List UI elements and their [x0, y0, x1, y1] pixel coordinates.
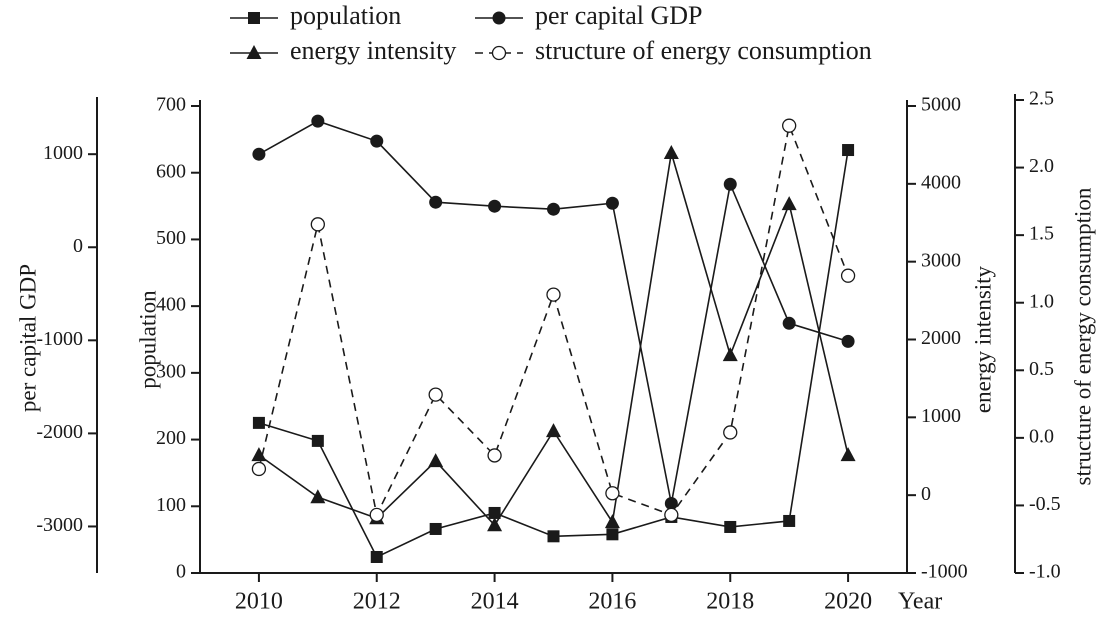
- y-tick-label: 300: [156, 360, 186, 382]
- marker: [605, 196, 619, 210]
- marker: [370, 550, 383, 563]
- marker: [487, 448, 502, 463]
- marker: [310, 217, 325, 232]
- y-tick-label: 0: [176, 561, 186, 583]
- marker: [429, 522, 442, 535]
- y-tick-label: 0: [73, 235, 83, 257]
- marker: [251, 461, 267, 477]
- marker: [491, 45, 507, 61]
- y-tick-label: 1000: [921, 405, 961, 427]
- y-tick-label: -1.0: [1029, 561, 1061, 583]
- marker: [311, 434, 324, 447]
- marker: [547, 202, 560, 216]
- marker: [605, 486, 620, 501]
- y-tick-label: 1000: [43, 142, 83, 164]
- y-tick-label: 500: [156, 227, 186, 249]
- marker: [251, 447, 267, 462]
- y-tick-label: -0.5: [1029, 493, 1061, 515]
- marker: [840, 268, 856, 283]
- marker: [310, 489, 326, 504]
- legend: population per capital GDP energy intensit…: [230, 1, 872, 65]
- x-tick-label: 2012: [353, 589, 401, 615]
- marker: [606, 528, 619, 541]
- marker: [487, 517, 503, 532]
- marker: [488, 199, 502, 213]
- marker: [492, 11, 506, 25]
- marker: [841, 334, 855, 348]
- x-tick-label: 2016: [588, 589, 636, 615]
- y-tick-label: -1000: [921, 561, 968, 583]
- marker: [664, 507, 679, 523]
- marker: [722, 347, 738, 362]
- marker: [842, 144, 855, 157]
- y-tick-label: 4000: [921, 171, 961, 193]
- y-tick-label: 2000: [921, 327, 961, 349]
- marker: [369, 507, 384, 523]
- y-tick-label: 100: [156, 494, 186, 516]
- y-axis-label: energy intensity: [970, 265, 995, 413]
- y-tick-label: 0.0: [1029, 425, 1054, 447]
- marker: [252, 416, 265, 429]
- y-tick-label: 2.0: [1029, 155, 1054, 177]
- series-line: [258, 122, 849, 518]
- marker: [840, 447, 856, 462]
- y-tick-label: 5000: [921, 94, 961, 116]
- y-tick-label: 0: [921, 483, 931, 505]
- marker: [429, 195, 443, 209]
- y-axis-label: population: [135, 290, 160, 389]
- y-axis-label: per capital GDP: [15, 264, 40, 412]
- y-tick-label: -3000: [36, 514, 83, 536]
- y-tick-label: 200: [156, 427, 186, 449]
- marker: [546, 423, 561, 438]
- marker: [488, 506, 501, 519]
- marker: [783, 514, 796, 527]
- legend-label: per capital GDP: [535, 1, 703, 30]
- marker: [246, 45, 262, 59]
- y-tick-label: 400: [156, 294, 186, 316]
- y-tick-label: -1000: [36, 328, 83, 350]
- x-tick-label: 2010: [235, 589, 283, 615]
- x-axis-label: Year: [898, 589, 942, 615]
- marker: [723, 177, 737, 191]
- x-tick-label: 2018: [706, 589, 754, 615]
- y-axis-label: structure of energy consumption: [1070, 187, 1095, 485]
- marker: [782, 316, 796, 330]
- marker: [252, 147, 266, 161]
- y-tick-label: 600: [156, 160, 186, 182]
- legend-label: population: [290, 1, 401, 30]
- marker: [663, 145, 679, 160]
- y-tick-label: 0.5: [1029, 358, 1054, 380]
- y-tick-label: 1.0: [1029, 290, 1054, 312]
- marker: [370, 134, 384, 148]
- marker: [248, 12, 260, 24]
- marker: [428, 387, 443, 402]
- marker: [546, 287, 561, 302]
- legend-label: structure of energy consumption: [535, 36, 872, 65]
- marker: [782, 118, 797, 133]
- y-tick-label: -2000: [36, 421, 83, 443]
- marker: [547, 530, 560, 543]
- series-line: [258, 120, 849, 504]
- marker: [723, 425, 738, 440]
- marker: [664, 496, 678, 510]
- marker: [428, 453, 444, 468]
- marker: [311, 114, 325, 128]
- marker: [724, 520, 737, 533]
- y-tick-label: 3000: [921, 249, 961, 271]
- y-tick-label: 2.5: [1029, 88, 1054, 110]
- marker: [604, 514, 620, 529]
- y-tick-label: 700: [156, 94, 186, 116]
- y-tick-label: 1.5: [1029, 223, 1054, 245]
- legend-label: energy intensity: [290, 36, 456, 65]
- x-tick-label: 2020: [824, 589, 872, 615]
- marker: [781, 196, 797, 211]
- x-tick-label: 2014: [471, 589, 519, 615]
